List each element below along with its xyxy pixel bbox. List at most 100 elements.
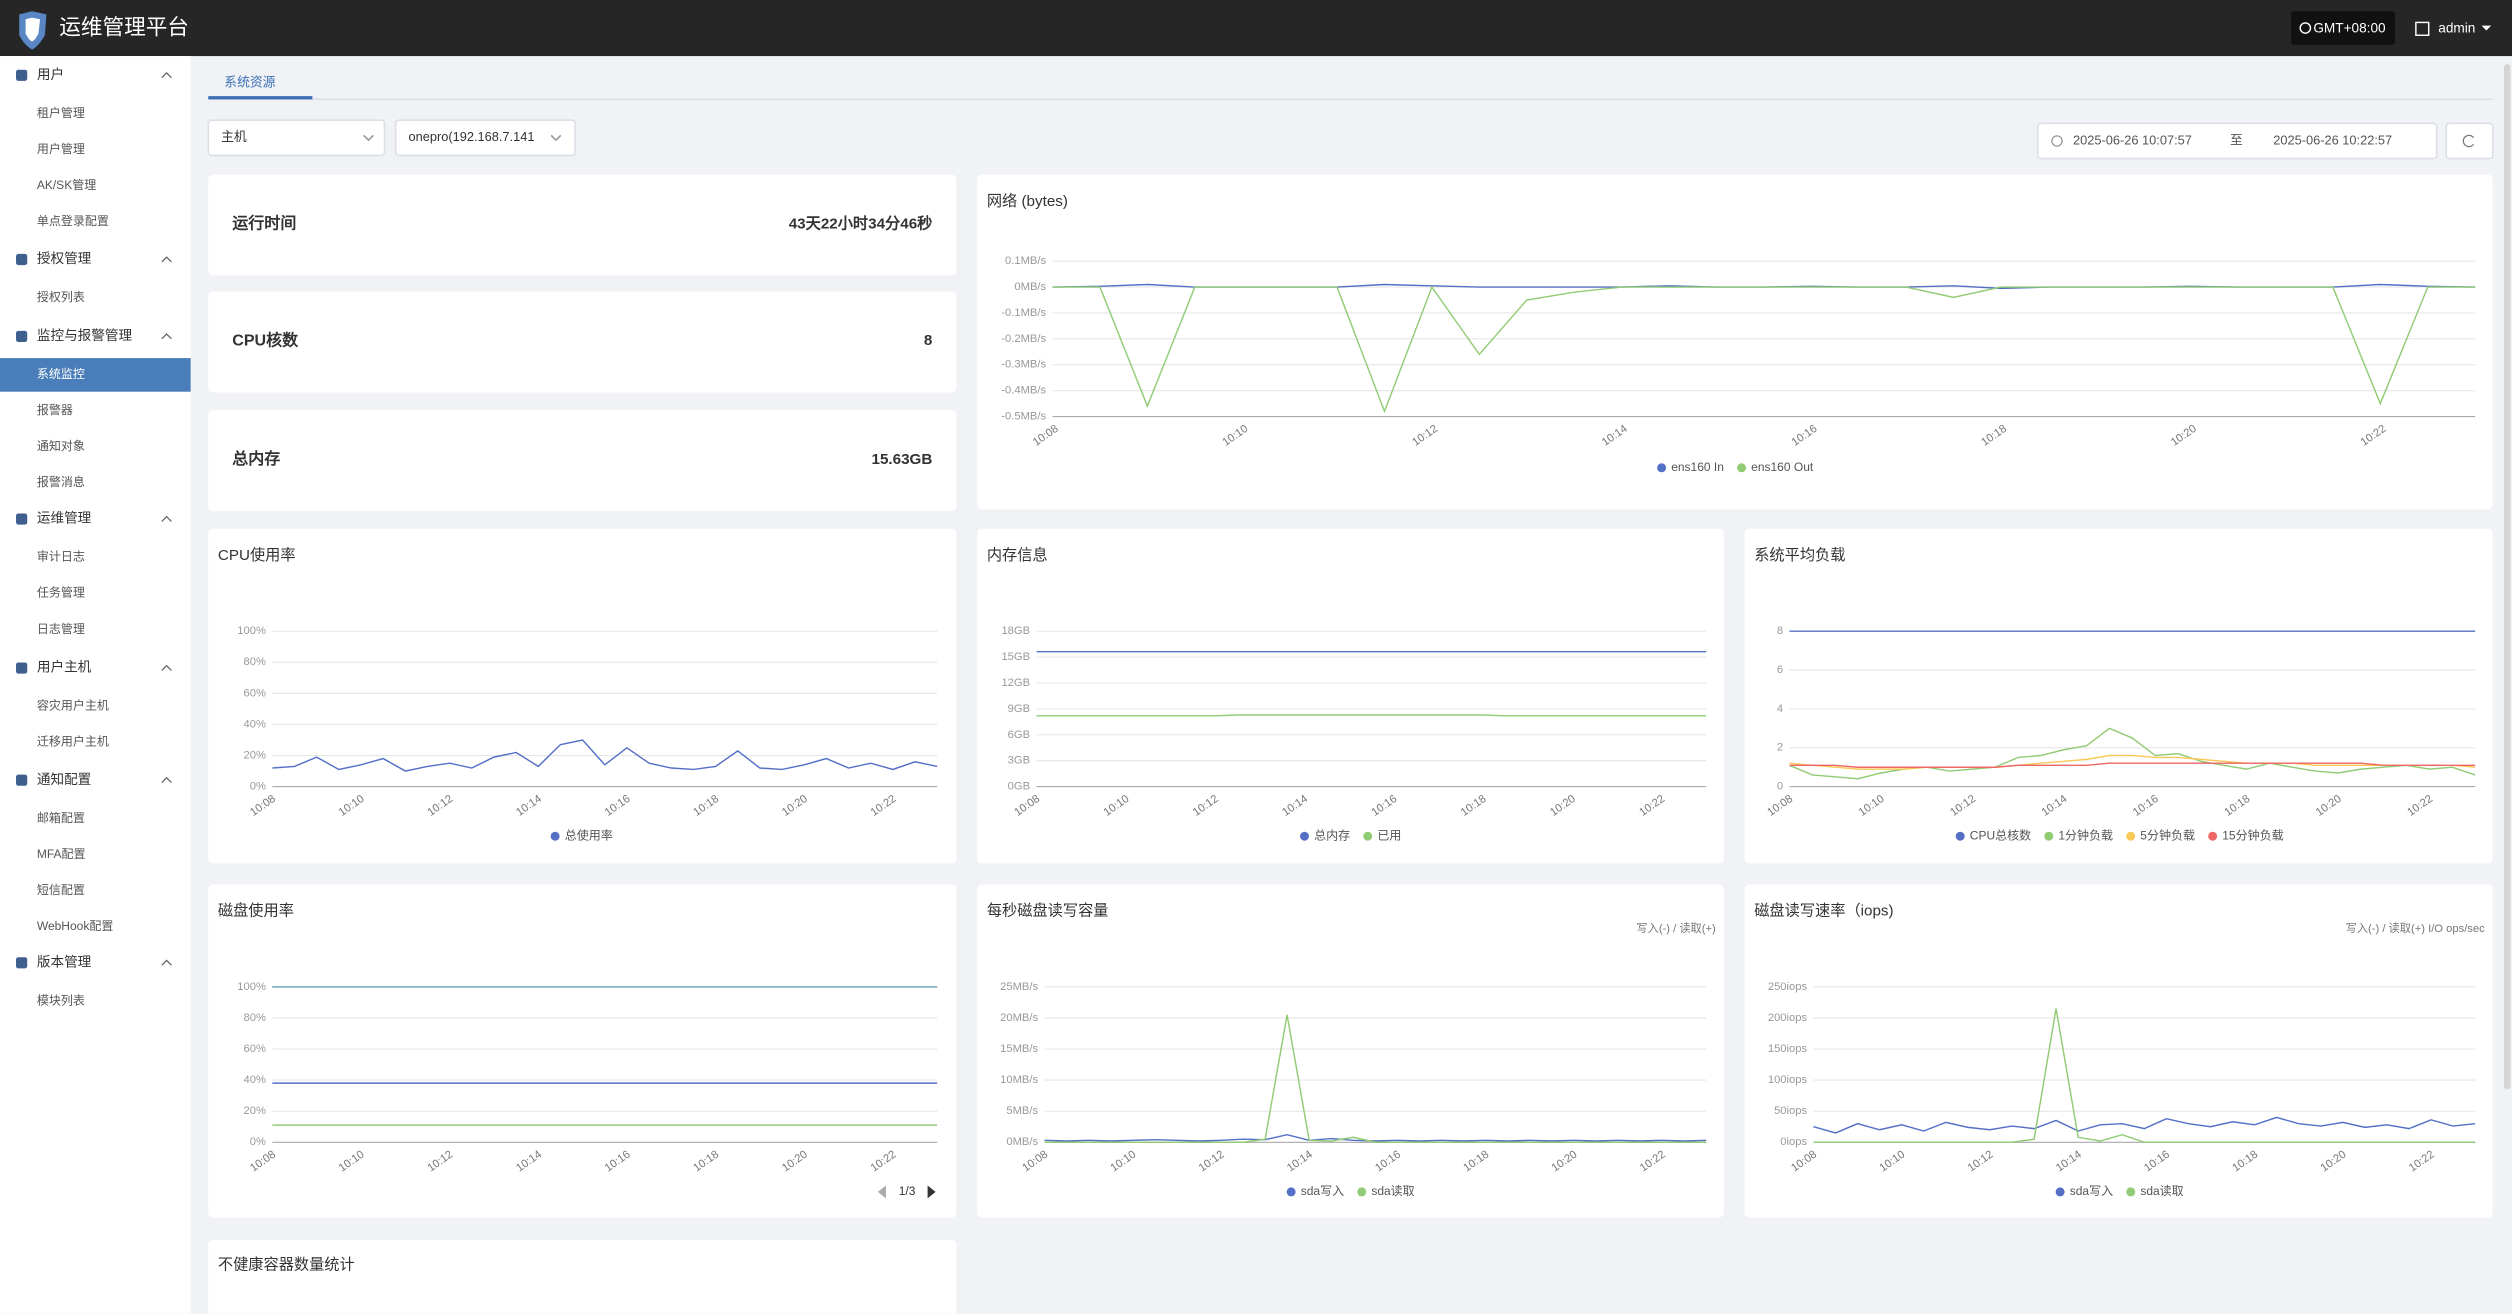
menu-item[interactable]: 租户管理 (37, 105, 85, 120)
host-select-value[interactable]: onepro(192.168.7.141 (409, 129, 535, 144)
menu-item[interactable]: 任务管理 (37, 585, 85, 600)
logo-inner (25, 17, 41, 42)
legend: 总内存 已用 (1299, 828, 1401, 842)
type-select-value[interactable]: 主机 (221, 129, 247, 144)
legend-label[interactable]: 总使用率 (565, 827, 613, 842)
timezone[interactable]: GMT+08:00 (2313, 20, 2386, 35)
legend-label[interactable]: CPU总核数 (1970, 827, 2031, 842)
y-tick-label: 80% (244, 1012, 266, 1024)
legend-marker (2126, 831, 2136, 841)
series-line (1789, 754, 2476, 770)
chart-title: CPU使用率 (218, 547, 296, 564)
refresh-button[interactable] (2445, 122, 2494, 160)
legend-label[interactable]: sda写入 (1301, 1184, 1344, 1198)
menu-item[interactable]: WebHook配置 (37, 919, 113, 933)
y-tick-label: 0GB (1008, 781, 1030, 793)
menu-item[interactable]: 通知对象 (37, 439, 85, 453)
y-tick-label: 50iops (1774, 1105, 1807, 1117)
legend-prev[interactable] (877, 1185, 886, 1199)
user-name[interactable]: admin (2438, 20, 2475, 35)
menu-item[interactable]: 邮箱配置 (37, 810, 85, 825)
menu-group[interactable]: 用户主机 (37, 659, 92, 675)
range-separator: 至 (2230, 132, 2243, 147)
menu-item[interactable]: 报警消息 (37, 474, 85, 489)
chart-title: 系统平均负载 (1754, 547, 1845, 564)
menu-icon (16, 513, 28, 525)
stat-label: 总内存 (232, 449, 280, 468)
legend-marker (2208, 831, 2218, 841)
menu-group[interactable]: 用户 (37, 66, 64, 82)
legend-marker (2055, 1187, 2065, 1197)
date-range[interactable] (2036, 122, 2438, 160)
legend-label[interactable]: 5分钟负载 (2140, 827, 2195, 842)
type-select[interactable] (207, 119, 386, 157)
menu-item[interactable]: 系统监控 (37, 367, 85, 381)
legend-label[interactable]: 15分钟负载 (2222, 827, 2283, 842)
tab[interactable]: 系统资源 (224, 75, 275, 90)
timezone-button[interactable] (2290, 11, 2396, 45)
menu-icon (16, 69, 28, 81)
legend: sda写入 sda读取 (1286, 1184, 1415, 1198)
chart-title: 磁盘使用率 (218, 902, 294, 920)
legend-marker (1363, 831, 1373, 841)
stat-label: CPU核数 (232, 330, 299, 349)
start-time[interactable]: 2025-06-26 10:07:57 (2073, 132, 2192, 147)
menu-item[interactable]: 日志管理 (37, 621, 85, 636)
menu-group[interactable]: 版本管理 (37, 954, 92, 969)
y-tick-label: 20% (244, 1105, 266, 1117)
legend-page: 1/3 (899, 1184, 916, 1198)
header (0, 0, 2512, 57)
menu-item[interactable]: 短信配置 (37, 883, 85, 897)
menu-item[interactable]: 单点登录配置 (37, 213, 109, 228)
menu-item[interactable]: 授权列表 (37, 289, 85, 304)
legend-marker (1955, 831, 1965, 841)
legend-label[interactable]: ens160 Out (1751, 460, 1814, 474)
series-line (272, 739, 938, 772)
menu-group[interactable]: 授权管理 (37, 250, 92, 266)
menu-item[interactable]: 审计日志 (37, 549, 85, 564)
legend-label[interactable]: sda写入 (2070, 1184, 2113, 1198)
y-tick-label: -0.1MB/s (1001, 307, 1046, 319)
menu-group[interactable]: 监控与报警管理 (37, 328, 133, 343)
menu-item[interactable]: 用户管理 (37, 141, 85, 156)
stat-card (208, 410, 957, 512)
menu-item[interactable]: 模块列表 (37, 993, 85, 1007)
series-line (1044, 1014, 1707, 1143)
menu-item-active (0, 358, 191, 392)
clock-icon (2299, 22, 2312, 34)
menu-item[interactable]: 容灾用户主机 (37, 698, 109, 713)
menu-item[interactable]: MFA配置 (37, 847, 86, 861)
legend-label[interactable]: sda读取 (1371, 1184, 1414, 1198)
legend-label[interactable]: 已用 (1377, 828, 1401, 842)
chart-card (208, 528, 957, 864)
user-icon (2415, 21, 2430, 36)
menu-item[interactable]: 报警器 (37, 402, 73, 417)
chart-title: 内存信息 (987, 547, 1048, 564)
legend: ens160 In ens160 Out (1657, 460, 1814, 474)
scrollbar[interactable] (2503, 64, 2511, 1090)
clock-icon (2051, 135, 2063, 147)
end-time[interactable]: 2025-06-26 10:22:57 (2273, 132, 2392, 147)
user-caret[interactable] (2481, 25, 2492, 31)
series-line (1813, 1008, 2476, 1143)
menu-item[interactable]: 迁移用户主机 (37, 734, 109, 749)
y-tick-label: 100iops (1768, 1074, 1808, 1086)
legend-marker (1657, 463, 1667, 473)
chart-card (208, 884, 957, 1218)
y-tick-label: 150iops (1768, 1043, 1808, 1055)
menu-group[interactable]: 运维管理 (37, 511, 92, 526)
legend-label[interactable]: 总内存 (1314, 828, 1350, 842)
host-select[interactable] (394, 119, 576, 157)
menu-item[interactable]: AK/SK管理 (37, 177, 96, 192)
legend-label[interactable]: ens160 In (1671, 460, 1724, 474)
legend-label[interactable]: 1分钟负载 (2058, 827, 2113, 842)
stat-card (208, 174, 957, 276)
menu-chevron (161, 776, 172, 784)
legend-label[interactable]: sda读取 (2140, 1184, 2183, 1198)
legend-next[interactable] (927, 1185, 936, 1199)
y-tick-label: 0.1MB/s (1005, 255, 1046, 267)
menu-icon (16, 253, 28, 266)
menu-group[interactable]: 通知配置 (37, 771, 91, 787)
